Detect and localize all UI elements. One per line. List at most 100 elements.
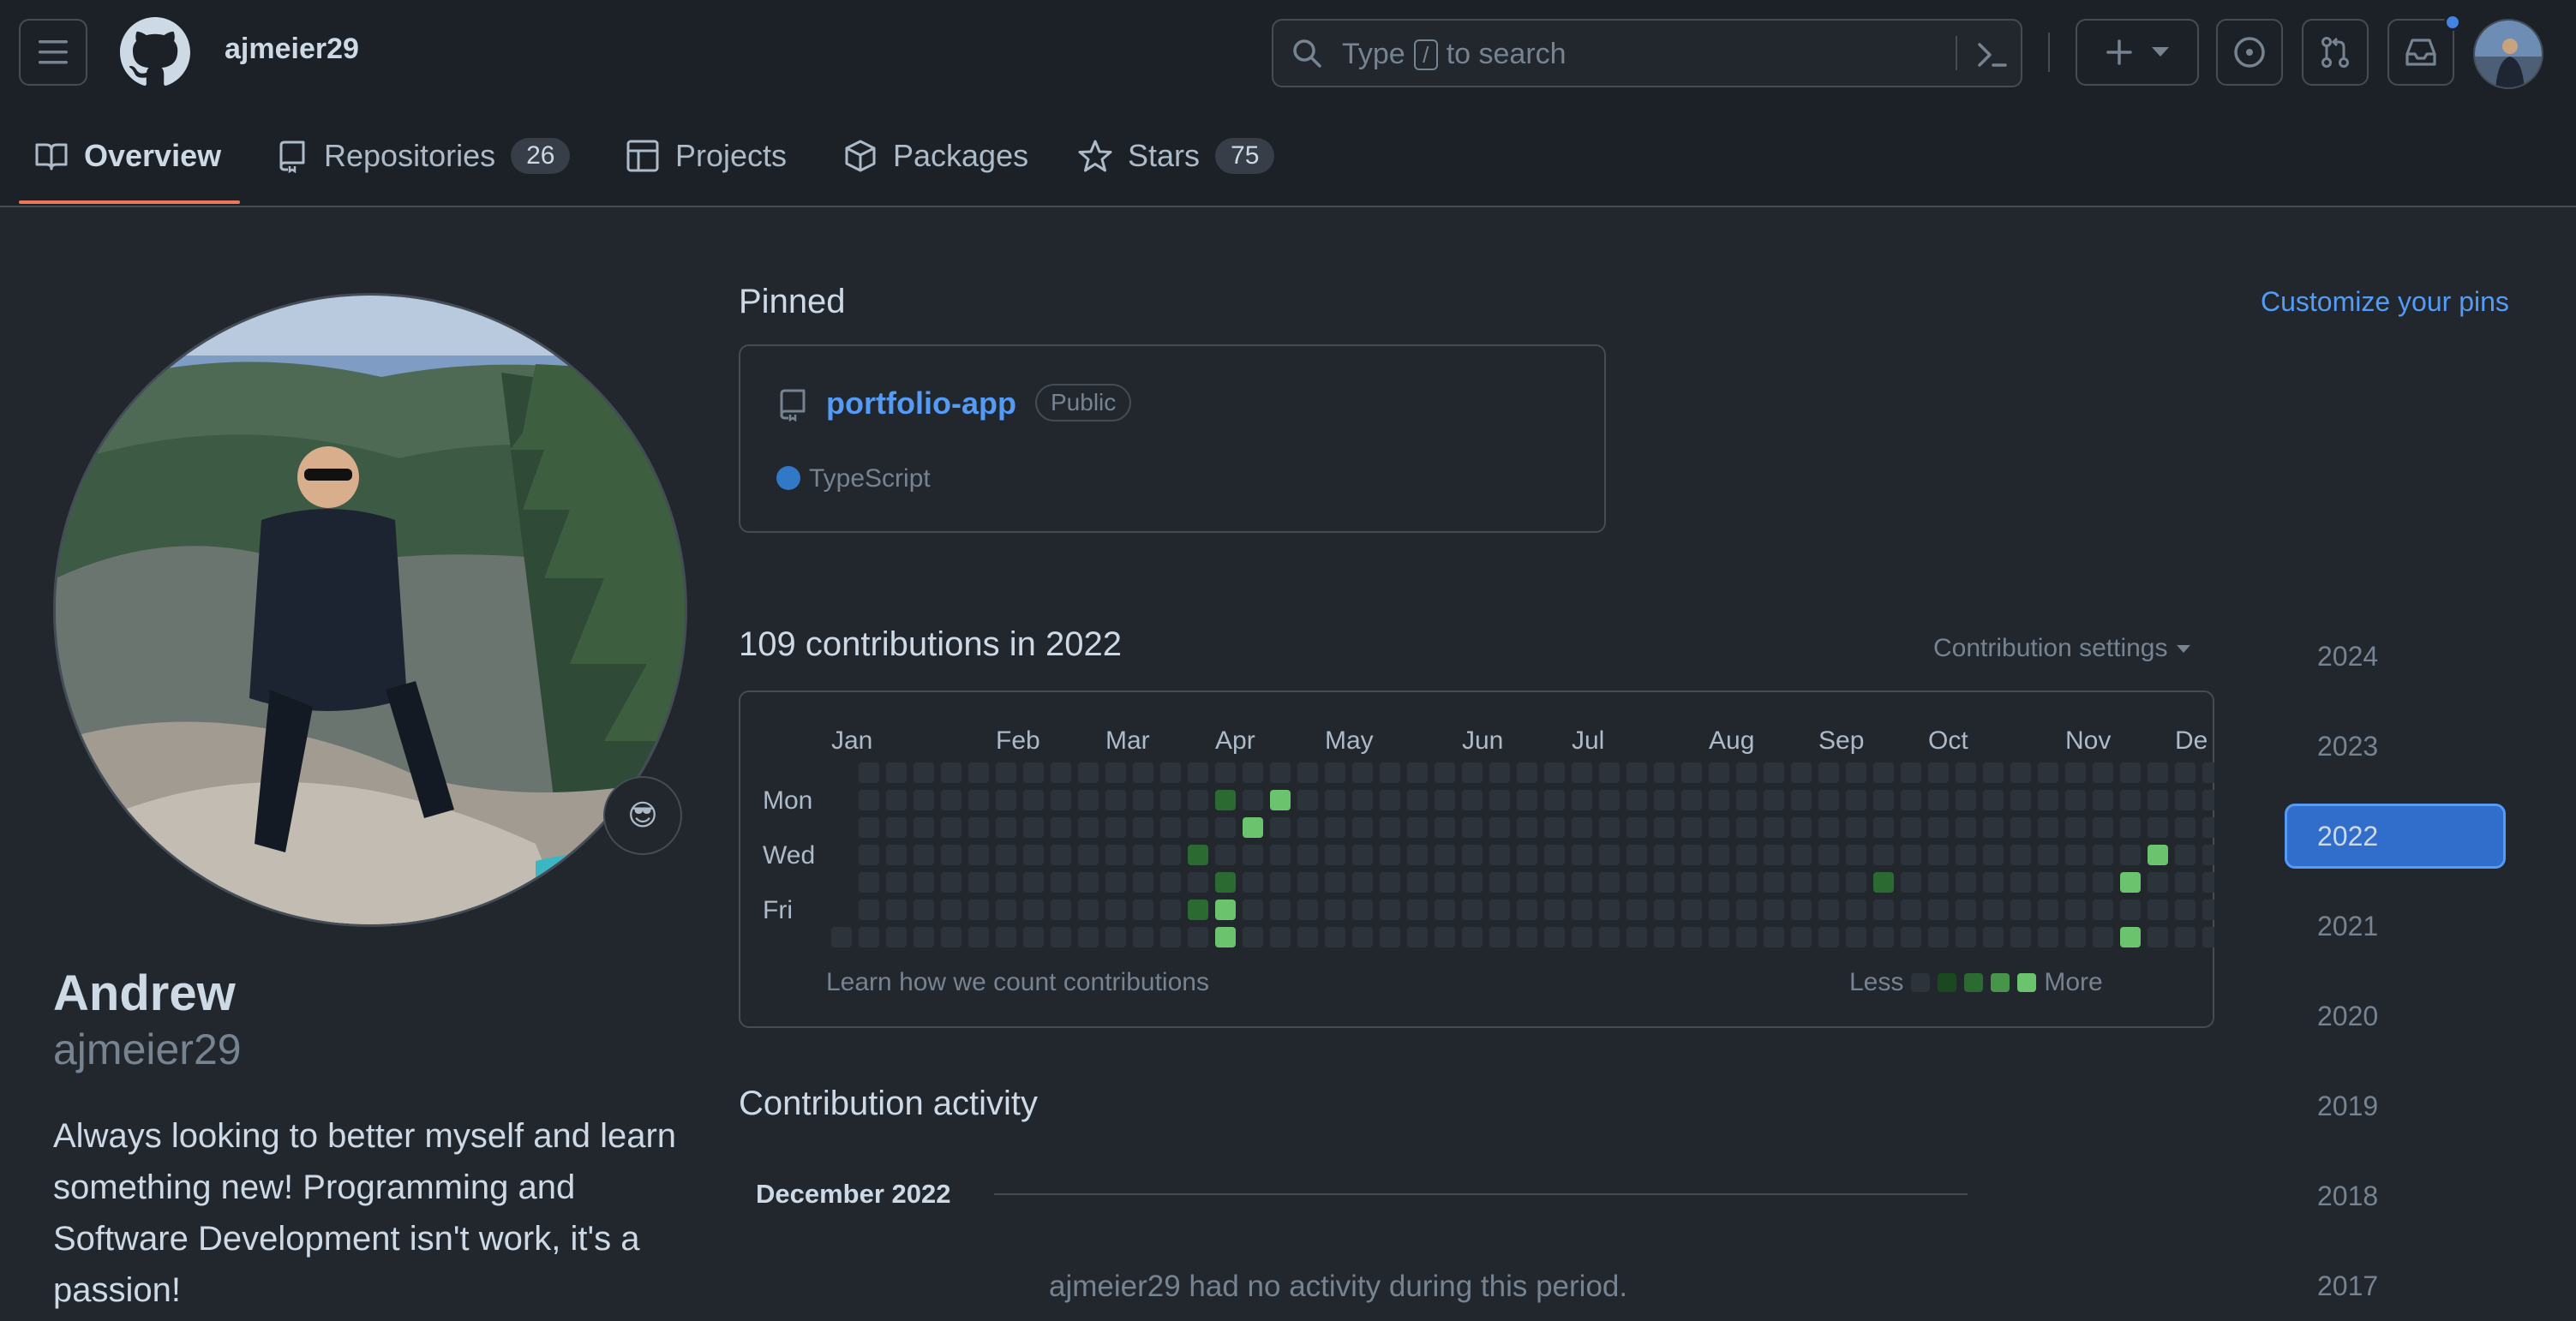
contribution-day[interactable] [1626, 845, 1647, 865]
contribution-day[interactable] [1133, 762, 1153, 783]
contribution-day[interactable] [1764, 817, 1784, 838]
contribution-day[interactable] [1517, 817, 1537, 838]
contribution-day[interactable] [996, 872, 1016, 893]
contribution-day[interactable] [1681, 872, 1702, 893]
contribution-day[interactable] [1599, 872, 1620, 893]
contribution-day[interactable] [1764, 790, 1784, 810]
contribution-day[interactable] [1956, 762, 1976, 783]
contribution-day[interactable] [1873, 817, 1894, 838]
contribution-day[interactable] [2175, 845, 2196, 865]
contribution-day[interactable] [1215, 790, 1236, 810]
contribution-day[interactable] [2065, 900, 2086, 920]
contribution-day[interactable] [1983, 900, 2004, 920]
contribution-day[interactable] [859, 762, 879, 783]
contribution-day[interactable] [2038, 790, 2058, 810]
contribution-day[interactable] [1325, 900, 1345, 920]
contribution-day[interactable] [1709, 790, 1729, 810]
contribution-day[interactable] [1846, 817, 1866, 838]
contribution-day[interactable] [2038, 927, 2058, 947]
contribution-day[interactable] [1709, 845, 1729, 865]
contribution-day[interactable] [1626, 872, 1647, 893]
contribution-day[interactable] [914, 762, 934, 783]
contribution-day[interactable] [1928, 817, 1949, 838]
contribution-day[interactable] [941, 845, 962, 865]
contribution-day[interactable] [1380, 762, 1400, 783]
contribution-day[interactable] [1599, 900, 1620, 920]
contribution-day[interactable] [1188, 927, 1208, 947]
pinned-repo-link[interactable]: portfolio-app [826, 386, 1016, 421]
contribution-day[interactable] [1243, 872, 1263, 893]
contribution-day[interactable] [1051, 900, 1071, 920]
contribution-day[interactable] [1901, 872, 1921, 893]
contribution-day[interactable] [1270, 790, 1291, 810]
contribution-day[interactable] [996, 790, 1016, 810]
tab-stars[interactable]: Stars 75 [1078, 132, 1275, 180]
contribution-day[interactable] [2093, 790, 2113, 810]
year-link-2019[interactable]: 2019 [2317, 1091, 2379, 1121]
contribution-day[interactable] [1462, 762, 1483, 783]
contribution-day[interactable] [1928, 790, 1949, 810]
contribution-day[interactable] [1051, 790, 1071, 810]
contribution-day[interactable] [914, 817, 934, 838]
contribution-day[interactable] [1078, 762, 1099, 783]
contribution-day[interactable] [1626, 817, 1647, 838]
contribution-day[interactable] [1572, 872, 1592, 893]
contribution-day[interactable] [1297, 762, 1318, 783]
contribution-day[interactable] [1736, 762, 1757, 783]
contribution-day[interactable] [1654, 900, 1674, 920]
contribution-day[interactable] [1572, 927, 1592, 947]
contribution-day[interactable] [2202, 872, 2214, 893]
contribution-day[interactable] [1133, 790, 1153, 810]
contribution-day[interactable] [1489, 790, 1510, 810]
menu-button[interactable] [19, 19, 87, 86]
contribution-day[interactable] [1051, 817, 1071, 838]
contribution-day[interactable] [1078, 790, 1099, 810]
contribution-day[interactable] [1105, 790, 1126, 810]
year-link-2017[interactable]: 2017 [2317, 1270, 2379, 1301]
contribution-day[interactable] [1928, 872, 1949, 893]
contribution-day[interactable] [1435, 872, 1455, 893]
contribution-day[interactable] [859, 872, 879, 893]
contribution-day[interactable] [1736, 900, 1757, 920]
issues-button[interactable] [2216, 19, 2283, 86]
contribution-day[interactable] [1599, 790, 1620, 810]
contribution-day[interactable] [2175, 872, 2196, 893]
contribution-day[interactable] [996, 927, 1016, 947]
contribution-day[interactable] [1078, 927, 1099, 947]
contribution-day[interactable] [1489, 845, 1510, 865]
contribution-day[interactable] [914, 900, 934, 920]
contribution-day[interactable] [2065, 762, 2086, 783]
contribution-day[interactable] [1297, 927, 1318, 947]
contribution-day[interactable] [1572, 845, 1592, 865]
contribution-day[interactable] [996, 845, 1016, 865]
contribution-day[interactable] [1873, 900, 1894, 920]
contribution-day[interactable] [914, 927, 934, 947]
contribution-day[interactable] [1818, 927, 1839, 947]
contribution-day[interactable] [1489, 927, 1510, 947]
contribution-day[interactable] [1956, 900, 1976, 920]
contribution-day[interactable] [1215, 762, 1236, 783]
contribution-day[interactable] [968, 790, 989, 810]
contribution-day[interactable] [1270, 762, 1291, 783]
contribution-day[interactable] [1681, 790, 1702, 810]
contribution-day[interactable] [1078, 817, 1099, 838]
contribution-day[interactable] [1928, 762, 1949, 783]
contribution-day[interactable] [1462, 927, 1483, 947]
contribution-day[interactable] [1051, 845, 1071, 865]
tab-overview[interactable]: Overview [34, 132, 221, 180]
contribution-day[interactable] [1626, 927, 1647, 947]
contribution-day[interactable] [2202, 845, 2214, 865]
command-palette-icon[interactable] [1974, 38, 2009, 72]
contribution-day[interactable] [1517, 790, 1537, 810]
contribution-day[interactable] [2010, 817, 2031, 838]
contribution-day[interactable] [1791, 900, 1812, 920]
contribution-day[interactable] [2148, 900, 2168, 920]
contribution-day[interactable] [1818, 872, 1839, 893]
contribution-day[interactable] [1297, 872, 1318, 893]
contribution-day[interactable] [1325, 790, 1345, 810]
contribution-day[interactable] [1160, 762, 1181, 783]
contribution-day[interactable] [1489, 872, 1510, 893]
contribution-day[interactable] [1380, 845, 1400, 865]
contribution-day[interactable] [1654, 872, 1674, 893]
year-link-2018[interactable]: 2018 [2317, 1181, 2379, 1211]
